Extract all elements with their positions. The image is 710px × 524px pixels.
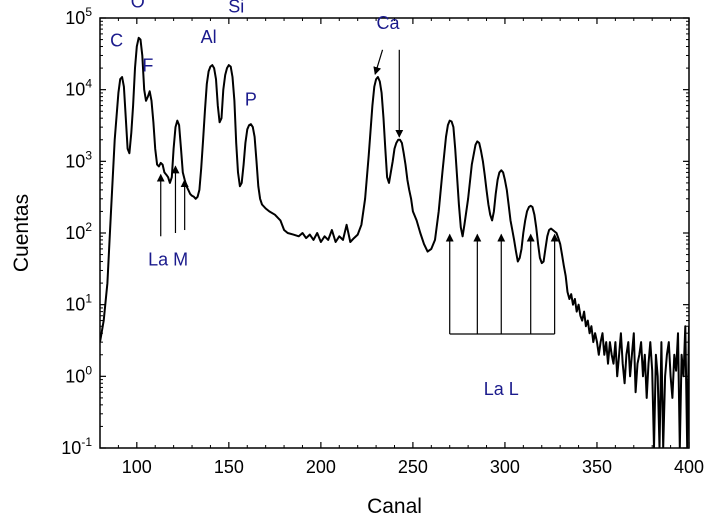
annotation-Al: Al — [201, 27, 217, 47]
annotation-LaL: La L — [484, 379, 519, 399]
y-axis: 10-1 100 101 102 103 104 105 — [61, 5, 689, 458]
annotation-C: C — [110, 31, 123, 51]
x-tick-label: 100 — [122, 457, 152, 477]
y-tick-label: 101 — [65, 292, 92, 315]
annotations: C O F Al Si P Ca La M La L — [110, 0, 559, 399]
annotation-Si: Si — [228, 0, 244, 16]
y-tick-label: 105 — [65, 5, 92, 28]
y-tick-label: 104 — [65, 77, 92, 100]
annotation-P: P — [245, 90, 257, 110]
x-tick-label: 200 — [306, 457, 336, 477]
y-axis-label: Cuentas — [10, 194, 33, 272]
plot-area — [100, 36, 689, 448]
annotation-Ca: Ca — [377, 13, 401, 33]
annotation-F: F — [142, 55, 153, 75]
annotation-O: O — [131, 0, 145, 12]
x-tick-label: 250 — [398, 457, 428, 477]
x-axis-label: Canal — [367, 495, 422, 518]
plot-frame — [99, 17, 690, 449]
x-tick-label: 400 — [674, 457, 704, 477]
arrow-ca1 — [373, 49, 384, 76]
y-tick-label: 10-1 — [61, 435, 92, 458]
x-tick-label: 150 — [214, 457, 244, 477]
x-tick-label: 300 — [490, 457, 520, 477]
x-tick-label: 350 — [582, 457, 612, 477]
y-tick-label: 102 — [65, 220, 92, 243]
y-tick-label: 103 — [65, 148, 92, 171]
y-tick-label: 100 — [65, 363, 92, 386]
x-axis: 100 150 200 250 300 350 400 — [117, 18, 704, 477]
annotation-LaM: La M — [148, 250, 188, 270]
series-line-0 — [100, 36, 689, 448]
